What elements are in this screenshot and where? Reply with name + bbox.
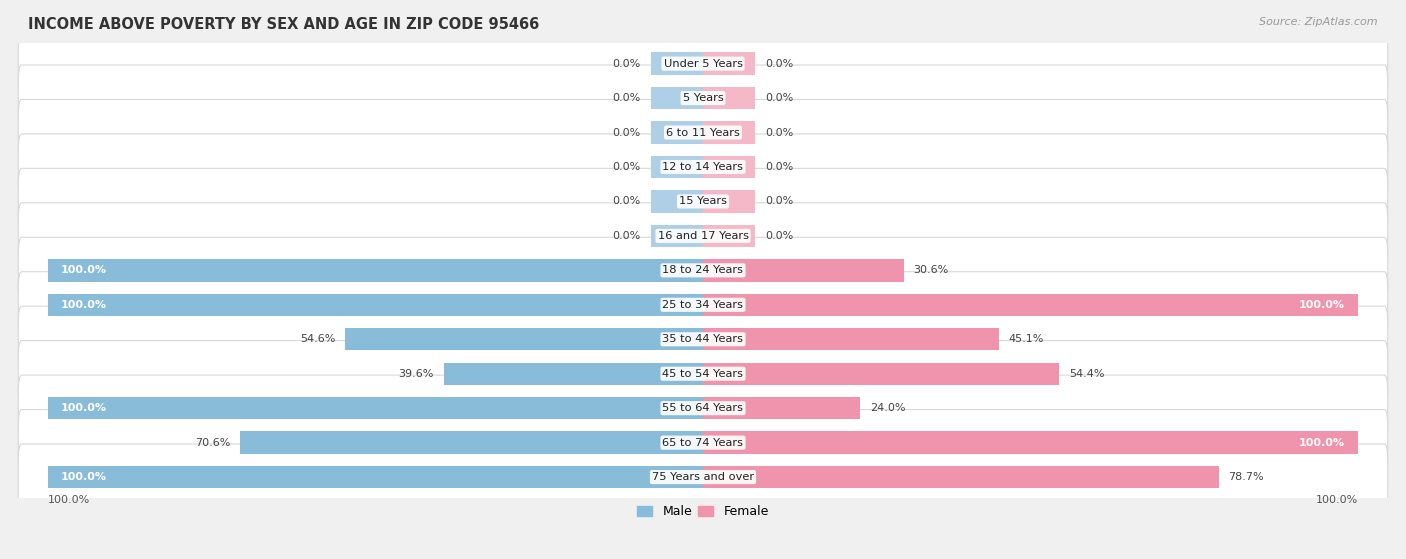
FancyBboxPatch shape bbox=[18, 100, 1388, 165]
Text: 0.0%: 0.0% bbox=[765, 127, 793, 138]
Text: 45.1%: 45.1% bbox=[1008, 334, 1043, 344]
Legend: Male, Female: Male, Female bbox=[633, 500, 773, 523]
Bar bbox=[703, 293, 1358, 316]
Text: 100.0%: 100.0% bbox=[60, 300, 107, 310]
Text: 100.0%: 100.0% bbox=[1316, 495, 1358, 505]
Bar bbox=[651, 87, 703, 109]
Bar bbox=[48, 466, 703, 488]
FancyBboxPatch shape bbox=[18, 203, 1388, 269]
Text: 54.4%: 54.4% bbox=[1070, 369, 1105, 378]
Bar bbox=[651, 121, 703, 144]
Text: 0.0%: 0.0% bbox=[765, 93, 793, 103]
Bar bbox=[240, 432, 703, 454]
Text: 25 to 34 Years: 25 to 34 Years bbox=[662, 300, 744, 310]
FancyBboxPatch shape bbox=[18, 444, 1388, 510]
FancyBboxPatch shape bbox=[18, 272, 1388, 338]
Bar bbox=[48, 293, 703, 316]
Text: 0.0%: 0.0% bbox=[765, 196, 793, 206]
Text: 100.0%: 100.0% bbox=[60, 403, 107, 413]
Text: 0.0%: 0.0% bbox=[613, 59, 641, 69]
Text: 0.0%: 0.0% bbox=[765, 59, 793, 69]
Bar bbox=[703, 121, 755, 144]
FancyBboxPatch shape bbox=[18, 65, 1388, 131]
Text: 30.6%: 30.6% bbox=[914, 266, 949, 276]
FancyBboxPatch shape bbox=[18, 31, 1388, 97]
Text: 15 Years: 15 Years bbox=[679, 196, 727, 206]
Text: 100.0%: 100.0% bbox=[60, 266, 107, 276]
Bar bbox=[703, 328, 998, 350]
Bar bbox=[703, 363, 1060, 385]
Text: 0.0%: 0.0% bbox=[613, 231, 641, 241]
Text: 18 to 24 Years: 18 to 24 Years bbox=[662, 266, 744, 276]
Bar bbox=[346, 328, 703, 350]
FancyBboxPatch shape bbox=[18, 375, 1388, 441]
Text: 100.0%: 100.0% bbox=[1299, 438, 1346, 448]
FancyBboxPatch shape bbox=[18, 168, 1388, 235]
Text: Under 5 Years: Under 5 Years bbox=[664, 59, 742, 69]
Text: INCOME ABOVE POVERTY BY SEX AND AGE IN ZIP CODE 95466: INCOME ABOVE POVERTY BY SEX AND AGE IN Z… bbox=[28, 17, 540, 32]
Bar bbox=[703, 53, 755, 75]
Text: 65 to 74 Years: 65 to 74 Years bbox=[662, 438, 744, 448]
Text: 100.0%: 100.0% bbox=[60, 472, 107, 482]
Text: 75 Years and over: 75 Years and over bbox=[652, 472, 754, 482]
Bar bbox=[651, 53, 703, 75]
Text: 78.7%: 78.7% bbox=[1229, 472, 1264, 482]
Text: 0.0%: 0.0% bbox=[613, 196, 641, 206]
Text: 24.0%: 24.0% bbox=[870, 403, 905, 413]
Text: 12 to 14 Years: 12 to 14 Years bbox=[662, 162, 744, 172]
Text: 0.0%: 0.0% bbox=[765, 162, 793, 172]
Bar bbox=[703, 225, 755, 247]
Bar bbox=[703, 397, 860, 419]
Bar bbox=[703, 259, 904, 282]
FancyBboxPatch shape bbox=[18, 134, 1388, 200]
Text: 39.6%: 39.6% bbox=[398, 369, 433, 378]
Bar bbox=[703, 466, 1219, 488]
Bar bbox=[651, 156, 703, 178]
Text: 0.0%: 0.0% bbox=[765, 231, 793, 241]
Bar bbox=[703, 432, 1358, 454]
Bar bbox=[651, 225, 703, 247]
FancyBboxPatch shape bbox=[18, 410, 1388, 476]
Bar bbox=[48, 397, 703, 419]
Text: 100.0%: 100.0% bbox=[1299, 300, 1346, 310]
Text: 45 to 54 Years: 45 to 54 Years bbox=[662, 369, 744, 378]
Text: 55 to 64 Years: 55 to 64 Years bbox=[662, 403, 744, 413]
FancyBboxPatch shape bbox=[18, 306, 1388, 372]
Bar bbox=[443, 363, 703, 385]
Text: 6 to 11 Years: 6 to 11 Years bbox=[666, 127, 740, 138]
Bar bbox=[703, 87, 755, 109]
Bar bbox=[703, 156, 755, 178]
FancyBboxPatch shape bbox=[18, 340, 1388, 407]
Text: 54.6%: 54.6% bbox=[299, 334, 336, 344]
Text: 16 and 17 Years: 16 and 17 Years bbox=[658, 231, 748, 241]
Bar bbox=[703, 190, 755, 212]
Text: 70.6%: 70.6% bbox=[195, 438, 231, 448]
Text: 100.0%: 100.0% bbox=[48, 495, 90, 505]
Text: Source: ZipAtlas.com: Source: ZipAtlas.com bbox=[1260, 17, 1378, 27]
Bar bbox=[48, 259, 703, 282]
Text: 0.0%: 0.0% bbox=[613, 162, 641, 172]
Text: 0.0%: 0.0% bbox=[613, 93, 641, 103]
Text: 35 to 44 Years: 35 to 44 Years bbox=[662, 334, 744, 344]
Text: 5 Years: 5 Years bbox=[683, 93, 723, 103]
FancyBboxPatch shape bbox=[18, 237, 1388, 304]
Bar bbox=[651, 190, 703, 212]
Text: 0.0%: 0.0% bbox=[613, 127, 641, 138]
